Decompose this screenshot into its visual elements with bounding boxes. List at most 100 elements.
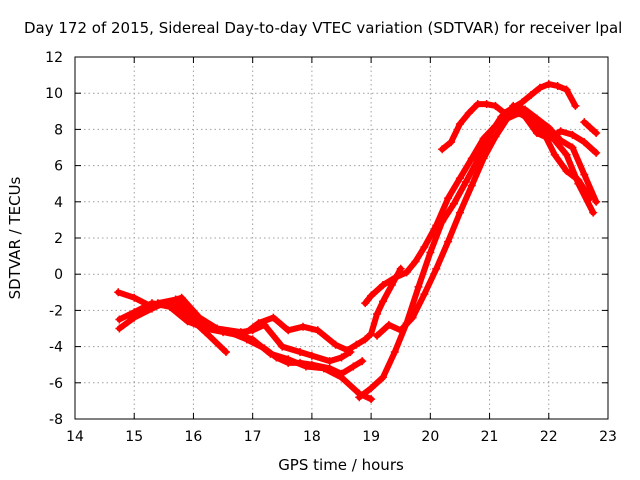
data-point bbox=[242, 335, 251, 344]
data-point bbox=[562, 150, 571, 159]
data-point bbox=[284, 326, 293, 335]
data-point bbox=[544, 80, 553, 89]
data-point bbox=[130, 308, 139, 317]
data-point bbox=[153, 299, 162, 308]
data-point bbox=[550, 150, 559, 159]
data-point bbox=[130, 293, 139, 302]
data-point bbox=[438, 217, 447, 226]
data-point bbox=[455, 174, 464, 183]
series-group bbox=[114, 80, 601, 404]
x-tick-label: 17 bbox=[244, 429, 262, 445]
data-point bbox=[373, 310, 382, 319]
data-point bbox=[272, 353, 281, 362]
data-point bbox=[296, 358, 305, 367]
data-point bbox=[325, 364, 334, 373]
x-tick-label: 14 bbox=[66, 429, 84, 445]
data-point bbox=[491, 132, 500, 141]
data-point bbox=[553, 81, 562, 90]
data-point bbox=[307, 351, 316, 360]
data-point bbox=[254, 319, 263, 328]
y-tick-label: 8 bbox=[54, 122, 63, 138]
data-point bbox=[518, 98, 527, 107]
data-point bbox=[337, 353, 346, 362]
x-tick-label: 21 bbox=[481, 429, 499, 445]
series-track-4 bbox=[136, 295, 367, 378]
data-point bbox=[331, 340, 340, 349]
y-tick-label: 6 bbox=[54, 159, 63, 175]
data-point bbox=[343, 346, 352, 355]
data-point bbox=[222, 348, 231, 357]
data-point bbox=[589, 208, 598, 217]
series-track-10 bbox=[509, 101, 601, 206]
data-point bbox=[568, 130, 577, 139]
data-point bbox=[450, 199, 459, 208]
data-point bbox=[115, 315, 124, 324]
data-point bbox=[373, 331, 382, 340]
series-line bbox=[137, 296, 366, 377]
data-point bbox=[361, 299, 370, 308]
data-point bbox=[299, 322, 308, 331]
data-point bbox=[467, 154, 476, 163]
data-point bbox=[562, 85, 571, 94]
chart-title: Day 172 of 2015, Sidereal Day-to-day VTE… bbox=[24, 19, 622, 37]
y-tick-label: -8 bbox=[49, 412, 63, 428]
data-point bbox=[378, 297, 387, 306]
data-point bbox=[527, 91, 536, 100]
data-point bbox=[296, 348, 305, 357]
data-point bbox=[378, 373, 387, 382]
series-track-11 bbox=[580, 118, 601, 138]
y-tick-label: -6 bbox=[49, 376, 63, 392]
data-point bbox=[438, 145, 447, 154]
data-point bbox=[177, 293, 186, 302]
data-point bbox=[384, 320, 393, 329]
data-point bbox=[349, 362, 358, 371]
data-point bbox=[420, 243, 429, 252]
data-point bbox=[278, 342, 287, 351]
data-point bbox=[482, 100, 491, 109]
y-tick-label: -2 bbox=[49, 303, 63, 319]
data-point bbox=[367, 384, 376, 393]
data-point bbox=[532, 114, 541, 123]
data-point bbox=[165, 302, 174, 311]
y-tick-label: -4 bbox=[49, 340, 63, 356]
data-point bbox=[467, 181, 476, 190]
data-point bbox=[580, 170, 589, 179]
data-point bbox=[284, 358, 293, 367]
data-point bbox=[420, 290, 429, 299]
data-point bbox=[544, 134, 553, 143]
data-point bbox=[183, 317, 192, 326]
data-point bbox=[114, 288, 123, 297]
data-point bbox=[444, 194, 453, 203]
x-axis-label: GPS time / hours bbox=[278, 456, 404, 474]
data-point bbox=[367, 291, 376, 300]
x-tick-label: 18 bbox=[303, 429, 321, 445]
data-point bbox=[171, 295, 180, 304]
x-tick-label: 20 bbox=[421, 429, 439, 445]
data-point bbox=[455, 119, 464, 128]
data-point bbox=[562, 167, 571, 176]
data-point bbox=[337, 369, 346, 378]
data-point bbox=[396, 264, 405, 273]
x-tick-label: 23 bbox=[599, 429, 617, 445]
data-point bbox=[207, 324, 216, 333]
data-point bbox=[491, 101, 500, 110]
data-point bbox=[358, 357, 367, 366]
data-point bbox=[580, 138, 589, 147]
data-point bbox=[136, 306, 145, 315]
y-tick-label: 10 bbox=[45, 86, 63, 102]
axis-ticks: 14 15 16 17 18 19 20 21 22 23 -8 -6 -4 -2 0 2 4 6 8 10 12 bbox=[45, 50, 617, 445]
x-tick-label: 19 bbox=[362, 429, 380, 445]
data-point bbox=[189, 313, 198, 322]
data-point bbox=[455, 208, 464, 217]
data-point bbox=[556, 136, 565, 145]
data-point bbox=[432, 264, 441, 273]
data-point bbox=[361, 335, 370, 344]
data-point bbox=[521, 105, 530, 114]
data-point bbox=[390, 348, 399, 357]
data-point bbox=[390, 273, 399, 282]
y-tick-label: 0 bbox=[54, 267, 63, 283]
series-track-5 bbox=[242, 264, 405, 355]
series-line bbox=[510, 102, 600, 205]
y-tick-label: 12 bbox=[45, 50, 63, 66]
data-point bbox=[473, 156, 482, 165]
